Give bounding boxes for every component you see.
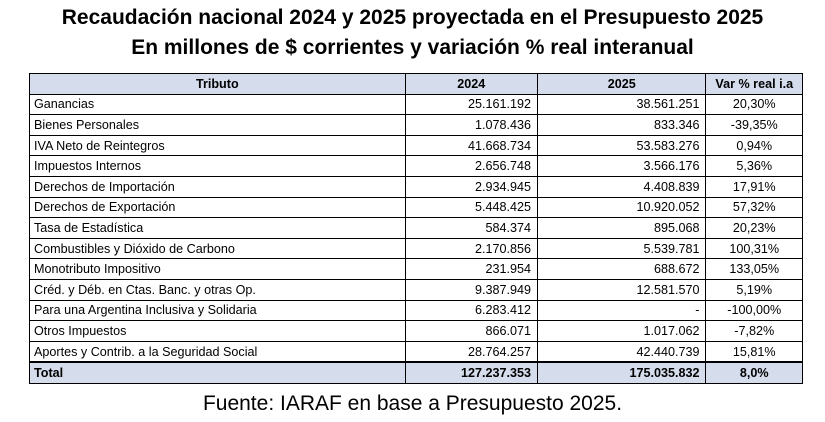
cell-2025: 42.440.739 bbox=[536, 340, 707, 363]
title-line-1: Recaudación nacional 2024 y 2025 proyect… bbox=[61, 6, 764, 29]
cell-var: 57,32% bbox=[705, 196, 803, 219]
table-row: IVA Neto de Reintegros 41.668.734 53.583… bbox=[29, 134, 803, 157]
table-row: Derechos de Importación 2.934.945 4.408.… bbox=[29, 175, 803, 198]
cell-2024: 28.764.257 bbox=[404, 340, 538, 363]
cell-2024: 6.283.412 bbox=[404, 299, 538, 322]
header-2024: 2024 bbox=[404, 73, 538, 95]
cell-tributo: IVA Neto de Reintegros bbox=[29, 134, 406, 157]
cell-tributo: Para una Argentina Inclusiva y Solidaria bbox=[29, 299, 406, 322]
cell-tributo: Tasa de Estadística bbox=[29, 217, 406, 239]
cell-var: 5,36% bbox=[705, 155, 803, 177]
cell-2025: 688.672 bbox=[536, 258, 707, 280]
table-row: Otros Impuestos 866.071 1.017.062 -7,82% bbox=[29, 320, 803, 342]
cell-var: -39,35% bbox=[705, 114, 803, 136]
cell-2024: 41.668.734 bbox=[404, 134, 538, 157]
cell-tributo: Derechos de Importación bbox=[29, 175, 406, 198]
cell-2025: - bbox=[536, 299, 707, 322]
cell-2025: 4.408.839 bbox=[536, 175, 707, 198]
cell-2025: 5.539.781 bbox=[536, 237, 707, 260]
total-2024: 127.237.353 bbox=[404, 361, 538, 384]
cell-var: 17,91% bbox=[705, 175, 803, 198]
table-row: Derechos de Exportación 5.448.425 10.920… bbox=[29, 196, 803, 219]
cell-var: -7,82% bbox=[705, 320, 803, 342]
source-note: Fuente: IARAF en base a Presupuesto 2025… bbox=[202, 392, 623, 415]
header-tributo: Tributo bbox=[29, 73, 406, 95]
table-row: Impuestos Internos 2.656.748 3.566.176 5… bbox=[29, 155, 803, 177]
cell-var: 0,94% bbox=[705, 134, 803, 157]
table-row: Para una Argentina Inclusiva y Solidaria… bbox=[29, 299, 803, 322]
cell-2024: 9.387.949 bbox=[404, 278, 538, 301]
revenue-table: Tributo 2024 2025 Var % real i.a Gananci… bbox=[29, 73, 803, 384]
cell-2025: 53.583.276 bbox=[536, 134, 707, 157]
cell-tributo: Otros Impuestos bbox=[29, 320, 406, 342]
cell-tributo: Aportes y Contrib. a la Seguridad Social bbox=[29, 340, 406, 363]
table-total-row: Total 127.237.353 175.035.832 8,0% bbox=[29, 361, 803, 384]
title-line-2: En millones de $ corrientes y variación … bbox=[131, 36, 694, 59]
cell-2024: 1.078.436 bbox=[404, 114, 538, 136]
cell-tributo: Créd. y Déb. en Ctas. Banc. y otras Op. bbox=[29, 278, 406, 301]
cell-2025: 12.581.570 bbox=[536, 278, 707, 301]
cell-var: 100,31% bbox=[705, 237, 803, 260]
cell-2025: 38.561.251 bbox=[536, 93, 707, 116]
cell-var: -100,00% bbox=[705, 299, 803, 322]
cell-2025: 833.346 bbox=[536, 114, 707, 136]
table-row: Bienes Personales 1.078.436 833.346 -39,… bbox=[29, 114, 803, 136]
cell-tributo: Derechos de Exportación bbox=[29, 196, 406, 219]
cell-2025: 1.017.062 bbox=[536, 320, 707, 342]
cell-tributo: Impuestos Internos bbox=[29, 155, 406, 177]
cell-2024: 25.161.192 bbox=[404, 93, 538, 116]
total-2025: 175.035.832 bbox=[536, 361, 707, 384]
cell-2025: 3.566.176 bbox=[536, 155, 707, 177]
cell-tributo: Monotributo Impositivo bbox=[29, 258, 406, 280]
cell-2024: 866.071 bbox=[404, 320, 538, 342]
cell-var: 20,30% bbox=[705, 93, 803, 116]
cell-2024: 5.448.425 bbox=[404, 196, 538, 219]
cell-var: 133,05% bbox=[705, 258, 803, 280]
cell-var: 5,19% bbox=[705, 278, 803, 301]
table-row: Ganancias 25.161.192 38.561.251 20,30% bbox=[29, 93, 803, 116]
cell-2024: 584.374 bbox=[404, 217, 538, 239]
cell-var: 15,81% bbox=[705, 340, 803, 363]
cell-2025: 10.920.052 bbox=[536, 196, 707, 219]
cell-var: 20,23% bbox=[705, 217, 803, 239]
table-header-row: Tributo 2024 2025 Var % real i.a bbox=[29, 73, 803, 95]
table-row: Tasa de Estadística 584.374 895.068 20,2… bbox=[29, 217, 803, 239]
table-row: Aportes y Contrib. a la Seguridad Social… bbox=[29, 340, 803, 363]
cell-2024: 2.170.856 bbox=[404, 237, 538, 260]
total-var: 8,0% bbox=[705, 361, 803, 384]
table-row: Combustibles y Dióxido de Carbono 2.170.… bbox=[29, 237, 803, 260]
cell-2024: 2.934.945 bbox=[404, 175, 538, 198]
cell-tributo: Combustibles y Dióxido de Carbono bbox=[29, 237, 406, 260]
header-2025: 2025 bbox=[536, 73, 707, 95]
total-label: Total bbox=[29, 361, 406, 384]
cell-2025: 895.068 bbox=[536, 217, 707, 239]
table-row: Monotributo Impositivo 231.954 688.672 1… bbox=[29, 258, 803, 280]
cell-tributo: Bienes Personales bbox=[29, 114, 406, 136]
table-row: Créd. y Déb. en Ctas. Banc. y otras Op. … bbox=[29, 278, 803, 301]
cell-tributo: Ganancias bbox=[29, 93, 406, 116]
cell-2024: 231.954 bbox=[404, 258, 538, 280]
header-var: Var % real i.a bbox=[705, 73, 803, 95]
cell-2024: 2.656.748 bbox=[404, 155, 538, 177]
